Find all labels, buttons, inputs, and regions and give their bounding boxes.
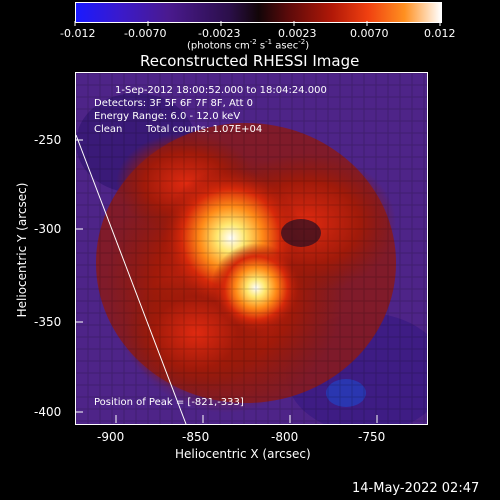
y-tick-label: -400 <box>34 405 62 419</box>
total-counts: Total counts: 1.07E+04 <box>146 124 263 135</box>
y-axis-label: Heliocentric Y (arcsec) <box>15 182 29 318</box>
peak-position: Position of Peak = [-821,-333] <box>94 397 244 408</box>
colorbar-tick-label: 0.0023 <box>278 27 317 40</box>
x-tick-label: -800 <box>271 430 299 444</box>
rhessi-image <box>75 72 428 425</box>
x-axis-label: Heliocentric X (arcsec) <box>175 447 311 461</box>
y-tick-label: -350 <box>34 315 62 329</box>
colorbar-tick-label: 0.012 <box>424 27 456 40</box>
colorbar-ticks <box>74 21 441 26</box>
y-tick-label: -300 <box>34 222 62 236</box>
colorbar-tick-label: 0.0070 <box>350 27 389 40</box>
image-title: Reconstructed RHESSI Image <box>140 52 360 70</box>
y-tick-label: -250 <box>34 133 62 147</box>
detectors: Detectors: 3F 5F 6F 7F 8F, Att 0 <box>94 98 254 109</box>
colorbar <box>75 2 442 23</box>
colorbar-tick-label: -0.0070 <box>124 27 167 40</box>
colorbar-tick-label: -0.0023 <box>198 27 241 40</box>
x-tick-label: -850 <box>182 430 210 444</box>
footer-date: 14-May-2022 02:47 <box>352 481 480 496</box>
time-range: 1-Sep-2012 18:00:52.000 to 18:04:24.000 <box>115 85 327 96</box>
x-tick-label: -750 <box>358 430 386 444</box>
colorbar-units: (photons cm-2 s-1 asec-2) <box>187 38 310 52</box>
clean-label: Clean <box>94 124 123 135</box>
colorbar-tick-label: -0.012 <box>60 27 96 40</box>
x-tick-label: -900 <box>97 430 125 444</box>
energy-range: Energy Range: 6.0 - 12.0 keV <box>94 111 241 122</box>
